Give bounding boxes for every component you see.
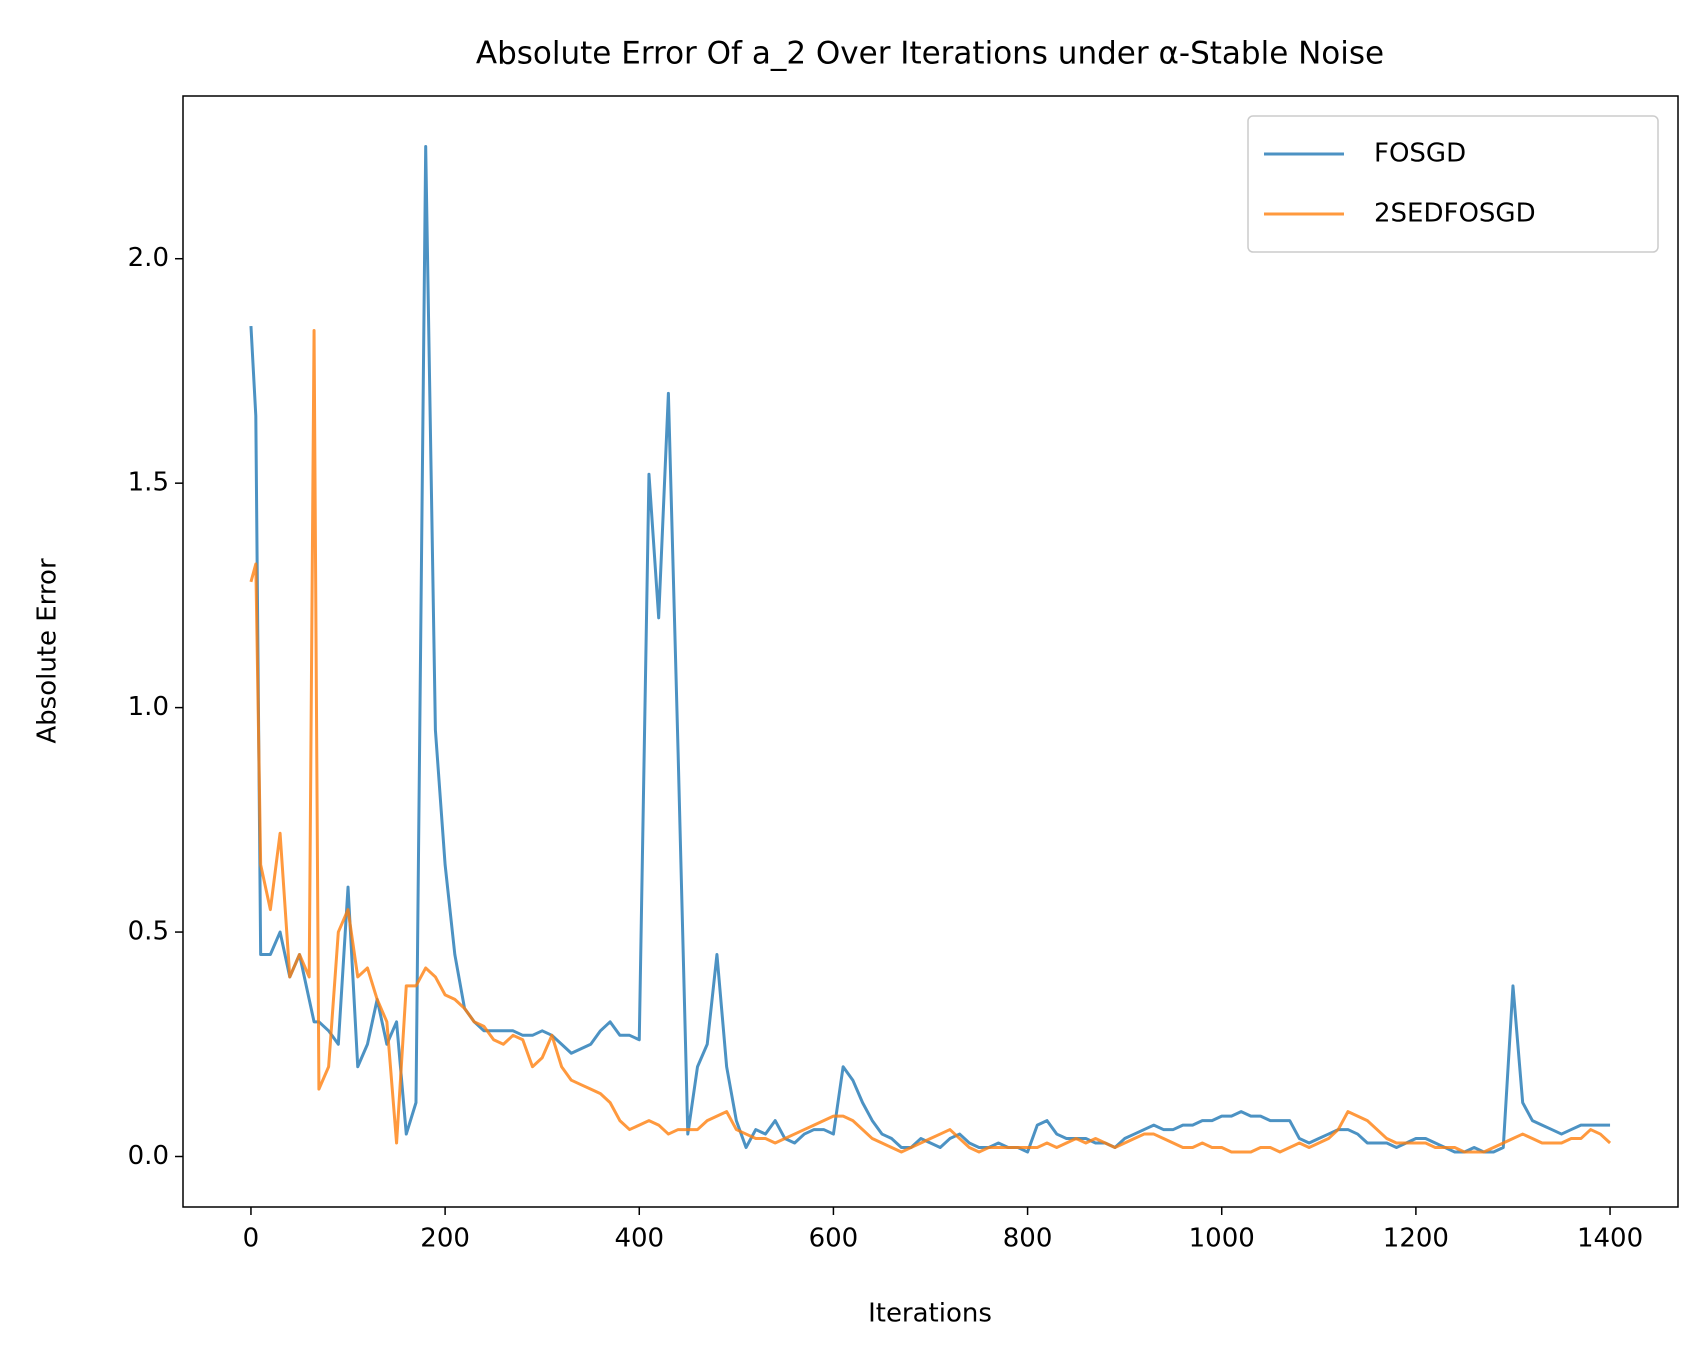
plot-frame <box>182 95 1679 1208</box>
y-tick-label: 2.0 <box>128 243 169 273</box>
x-tick-label: 1000 <box>1189 1224 1255 1254</box>
x-axis-label: Iterations <box>868 1299 992 1329</box>
series-line <box>249 329 1612 1154</box>
series-line <box>249 145 1611 1154</box>
x-tick-label: 600 <box>809 1224 859 1254</box>
x-tick-label: 200 <box>420 1224 470 1254</box>
y-tick-label: 0.0 <box>128 1141 169 1171</box>
x-tick-label: 1200 <box>1383 1224 1449 1254</box>
y-axis-label: Absolute Error <box>33 558 63 744</box>
x-tick-label: 1400 <box>1577 1224 1643 1254</box>
x-tick-label: 800 <box>1003 1224 1053 1254</box>
y-tick-label: 1.0 <box>128 692 169 722</box>
x-tick-label: 0 <box>243 1224 260 1254</box>
y-tick-label: 1.5 <box>128 468 169 498</box>
x-tick-label: 400 <box>614 1224 664 1254</box>
legend-label: FOSGD <box>1374 139 1466 169</box>
y-tick-label: 0.5 <box>128 917 169 947</box>
chart-title: Absolute Error Of a_2 Over Iterations un… <box>476 36 1384 72</box>
legend-label: 2SEDFOSGD <box>1374 199 1536 229</box>
legend-box <box>1247 115 1659 253</box>
